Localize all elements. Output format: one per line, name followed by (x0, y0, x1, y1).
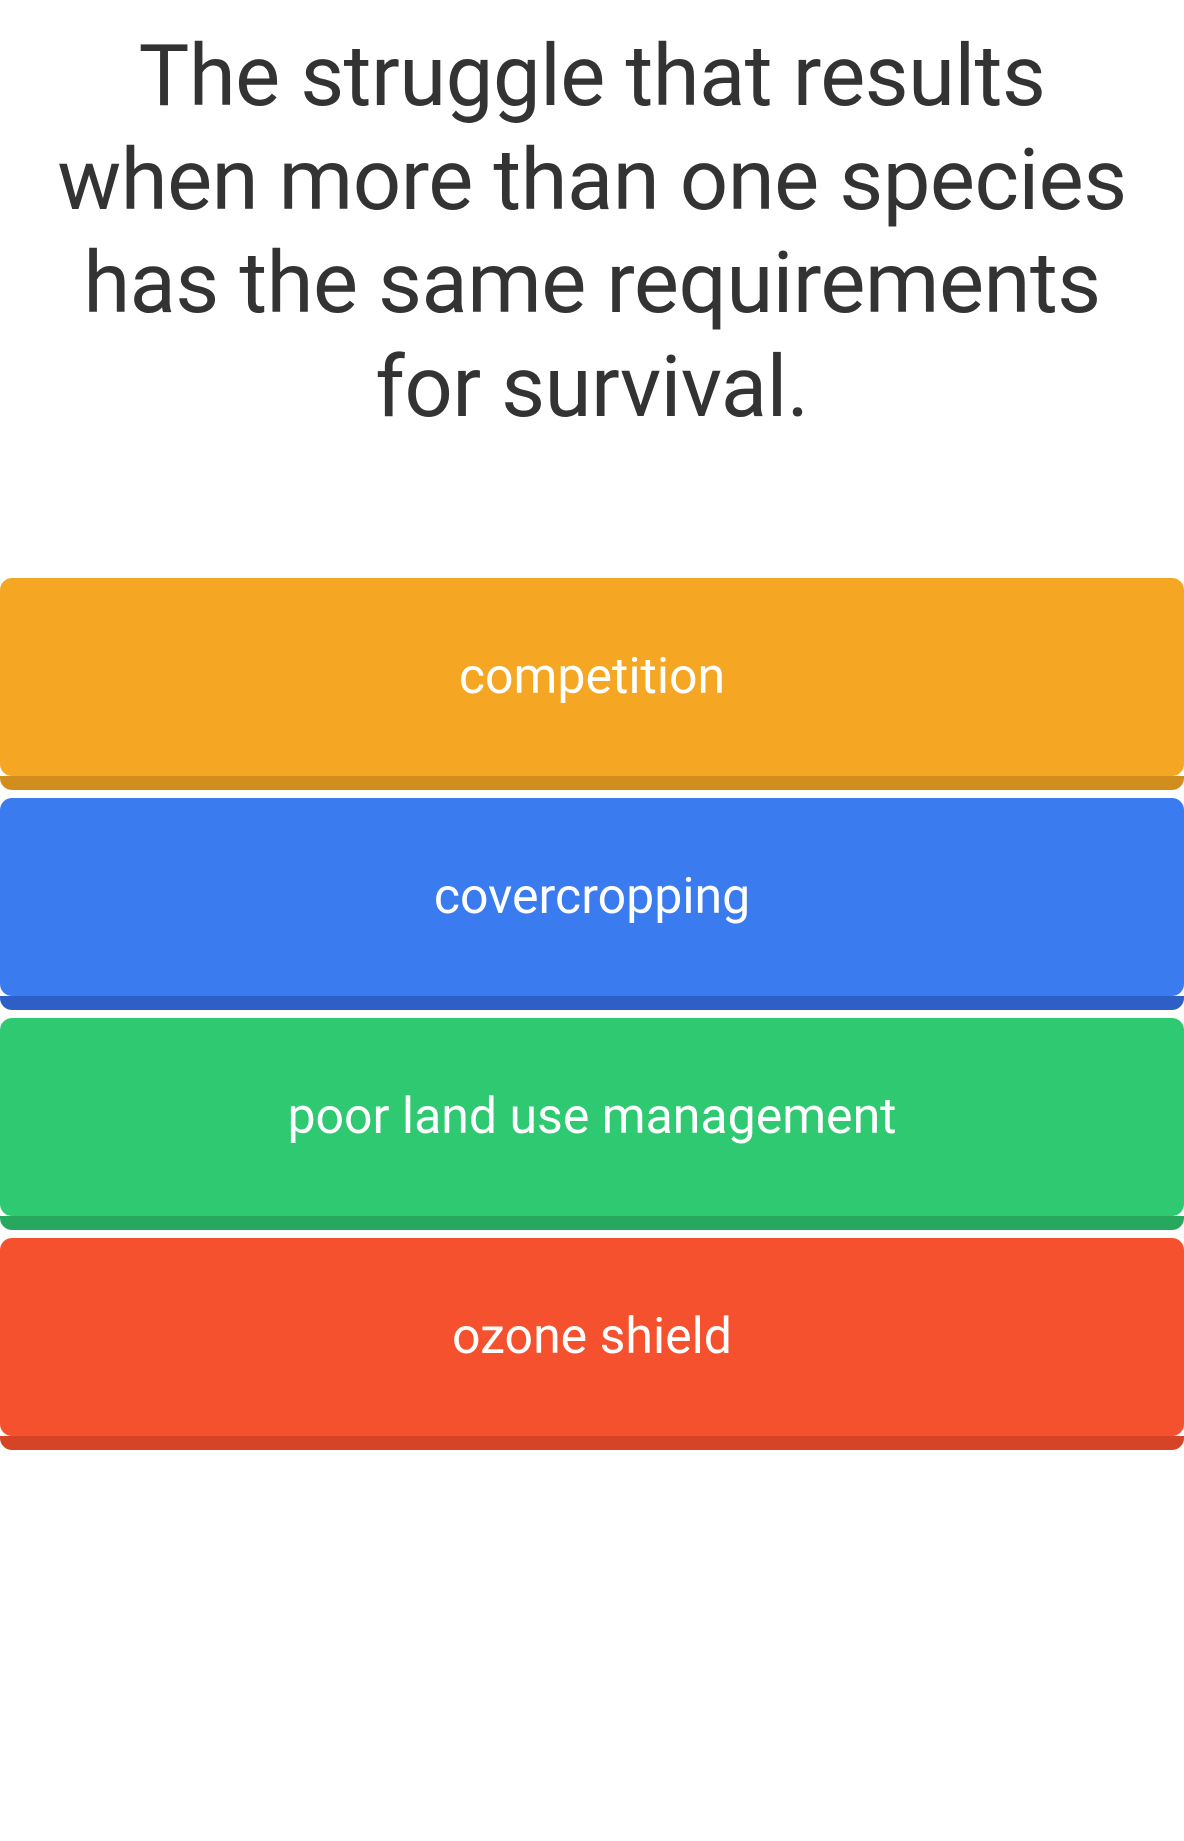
answer-option-3[interactable]: poor land use management (0, 1018, 1184, 1216)
answer-option-4[interactable]: ozone shield (0, 1238, 1184, 1436)
answer-shadow (0, 776, 1184, 790)
answer-label: poor land use management (287, 1088, 896, 1146)
answer-shadow (0, 1216, 1184, 1230)
answer-label: ozone shield (452, 1308, 732, 1366)
answers-area: competition covercropping poor land use … (0, 578, 1184, 1436)
answer-label: competition (459, 648, 725, 706)
question-text: The struggle that results when more than… (30, 25, 1154, 440)
answer-option-2[interactable]: covercropping (0, 798, 1184, 996)
answer-shadow (0, 996, 1184, 1010)
question-area: The struggle that results when more than… (0, 0, 1184, 578)
answer-label: covercropping (434, 868, 750, 926)
answer-option-1[interactable]: competition (0, 578, 1184, 776)
answer-shadow (0, 1436, 1184, 1450)
